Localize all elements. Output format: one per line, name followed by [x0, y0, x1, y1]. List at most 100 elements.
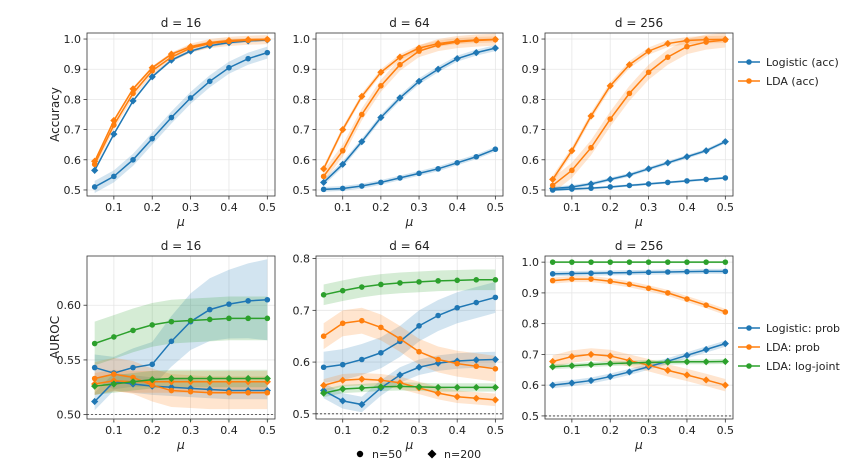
x-tick-label-3: 0.4	[448, 424, 466, 437]
x-tick-label-0: 0.1	[105, 201, 123, 214]
point-blue-circle-7	[454, 159, 461, 166]
point-orange-diamond-2	[358, 92, 366, 100]
point-orange-circle-1	[339, 147, 346, 154]
point-orange-diamond-3	[606, 82, 614, 90]
x-tick-label-0: 0.1	[105, 424, 123, 437]
panel-r0-c2: 0.1 0.2 0.3 0.4 0.5 0.5 0.6 0.7 0.8 0.9 1.0 d = 256…	[522, 16, 735, 229]
panel-r1-c2: 0.1 0.2 0.3 0.4 0.5 0.5 0.6 0.7 0.8 0.9 1.0 d = 256…	[522, 239, 735, 452]
y-tick-label-5: 1.0	[293, 33, 311, 46]
band-orange-circle	[94, 357, 268, 410]
point-orange-diamond-2	[587, 112, 595, 120]
series-line-orange-circle	[93, 38, 268, 165]
point-green-diamond-6	[664, 358, 672, 366]
marker-legend-diamond-icon	[427, 449, 437, 459]
point-blue-circle-7	[226, 64, 232, 71]
y-tick-label-1: 0.6	[522, 154, 540, 167]
legend-row-0: Logistic (acc) LDA (acc)	[738, 56, 839, 88]
point-blue-circle-0	[320, 364, 327, 371]
legend-marker-orange	[746, 78, 752, 84]
x-axis-label: μ	[405, 438, 414, 452]
point-green-diamond-8	[702, 358, 710, 366]
x-axis-label: μ	[176, 215, 185, 229]
x-tick-label-3: 0.4	[448, 201, 466, 214]
x-tick-label-1: 0.2	[143, 201, 161, 214]
point-green-circle-2	[588, 259, 594, 265]
panels: 0.1 0.2 0.3 0.4 0.5 0.5 0.6 0.7 0.8 0.9 1.0 d = 16 μ…	[48, 16, 734, 452]
point-orange-circle-1	[111, 371, 117, 377]
point-orange-diamond-8	[702, 36, 710, 44]
band-orange-circle	[94, 35, 268, 169]
point-blue-diamond-9	[491, 44, 499, 52]
panel-title: d = 256	[615, 239, 663, 253]
series-line-orange-circle	[552, 278, 726, 313]
point-orange-diamond-1	[568, 352, 576, 361]
x-tick-label-2: 0.3	[410, 424, 428, 437]
point-orange-circle-5	[645, 69, 652, 76]
axes-frame	[544, 32, 734, 197]
point-blue-circle-3	[378, 179, 384, 186]
panel-r0-c1: 0.1 0.2 0.3 0.4 0.5 0.5 0.6 0.7 0.8 0.9 1.0 d = 64 μ	[293, 16, 505, 229]
point-blue-circle-1	[339, 185, 346, 192]
point-orange-diamond-6	[206, 39, 214, 47]
point-blue-circle-8	[473, 153, 480, 160]
series-line-blue-circle	[323, 148, 496, 191]
point-green-diamond-6	[206, 374, 214, 383]
point-blue-circle-8	[245, 55, 251, 62]
marker-legend-label-n50: n=50	[372, 448, 402, 461]
point-green-diamond-2	[358, 384, 366, 392]
series-line-orange-diamond	[94, 379, 268, 385]
point-orange-diamond-3	[606, 352, 614, 360]
legend-label-0: Logistic: prob	[766, 322, 840, 335]
y-tick-label-5: 1.0	[522, 33, 540, 46]
axes-frame	[315, 32, 504, 197]
y-tick-label-2: 0.7	[522, 348, 540, 361]
point-orange-circle-4	[626, 90, 633, 97]
band-green-diamond	[323, 382, 496, 398]
y-tick-label-4: 0.9	[293, 63, 311, 76]
point-orange-diamond-9	[721, 381, 729, 389]
y-tick-label-0: 0.5	[64, 184, 82, 197]
series-line-blue-circle	[552, 270, 726, 275]
point-orange-diamond-3	[377, 68, 385, 76]
point-green-diamond-7	[683, 358, 691, 366]
point-orange-diamond-0	[549, 175, 557, 183]
series-line-orange-circle	[552, 39, 726, 187]
point-orange-circle-1	[339, 320, 346, 327]
point-orange-circle-3	[607, 278, 614, 285]
series-line-green-circle	[323, 279, 496, 296]
point-orange-diamond-7	[225, 36, 233, 45]
band-blue-circle	[94, 259, 268, 390]
point-orange-circle-6	[206, 389, 213, 396]
point-blue-circle-6	[435, 312, 441, 319]
y-tick-label-2: 0.7	[64, 124, 82, 137]
plot-area	[316, 33, 503, 196]
point-orange-circle-7	[684, 296, 690, 302]
point-orange-diamond-2	[358, 375, 366, 383]
x-tick-label-4: 0.5	[487, 201, 505, 214]
point-blue-circle-4	[168, 338, 175, 345]
point-orange-diamond-2	[587, 350, 595, 359]
point-blue-diamond-1	[568, 379, 576, 387]
marker-legend-label-n200: n=200	[444, 448, 481, 461]
point-orange-diamond-3	[148, 64, 156, 72]
point-green-circle-9	[264, 315, 271, 322]
point-blue-circle-9	[492, 294, 499, 301]
point-blue-diamond-8	[702, 345, 710, 354]
point-orange-diamond-0	[549, 357, 557, 366]
point-blue-circle-5	[187, 95, 194, 101]
point-blue-circle-8	[245, 298, 251, 304]
point-orange-diamond-6	[664, 366, 672, 375]
point-orange-circle-3	[378, 324, 384, 331]
series-line-blue-diamond	[94, 39, 268, 171]
series-line-blue-diamond	[552, 342, 726, 386]
point-orange-diamond-4	[625, 61, 634, 69]
point-blue-circle-7	[684, 178, 690, 184]
point-green-circle-0	[91, 340, 98, 347]
y-tick-label-3: 0.8	[522, 318, 540, 331]
point-blue-circle-8	[703, 176, 709, 183]
series-line-orange-circle	[323, 319, 496, 370]
y-tick-label-1: 0.55	[57, 354, 82, 367]
series-line-green-diamond	[94, 377, 268, 387]
point-blue-diamond-7	[453, 55, 461, 63]
point-orange-circle-7	[454, 360, 461, 367]
